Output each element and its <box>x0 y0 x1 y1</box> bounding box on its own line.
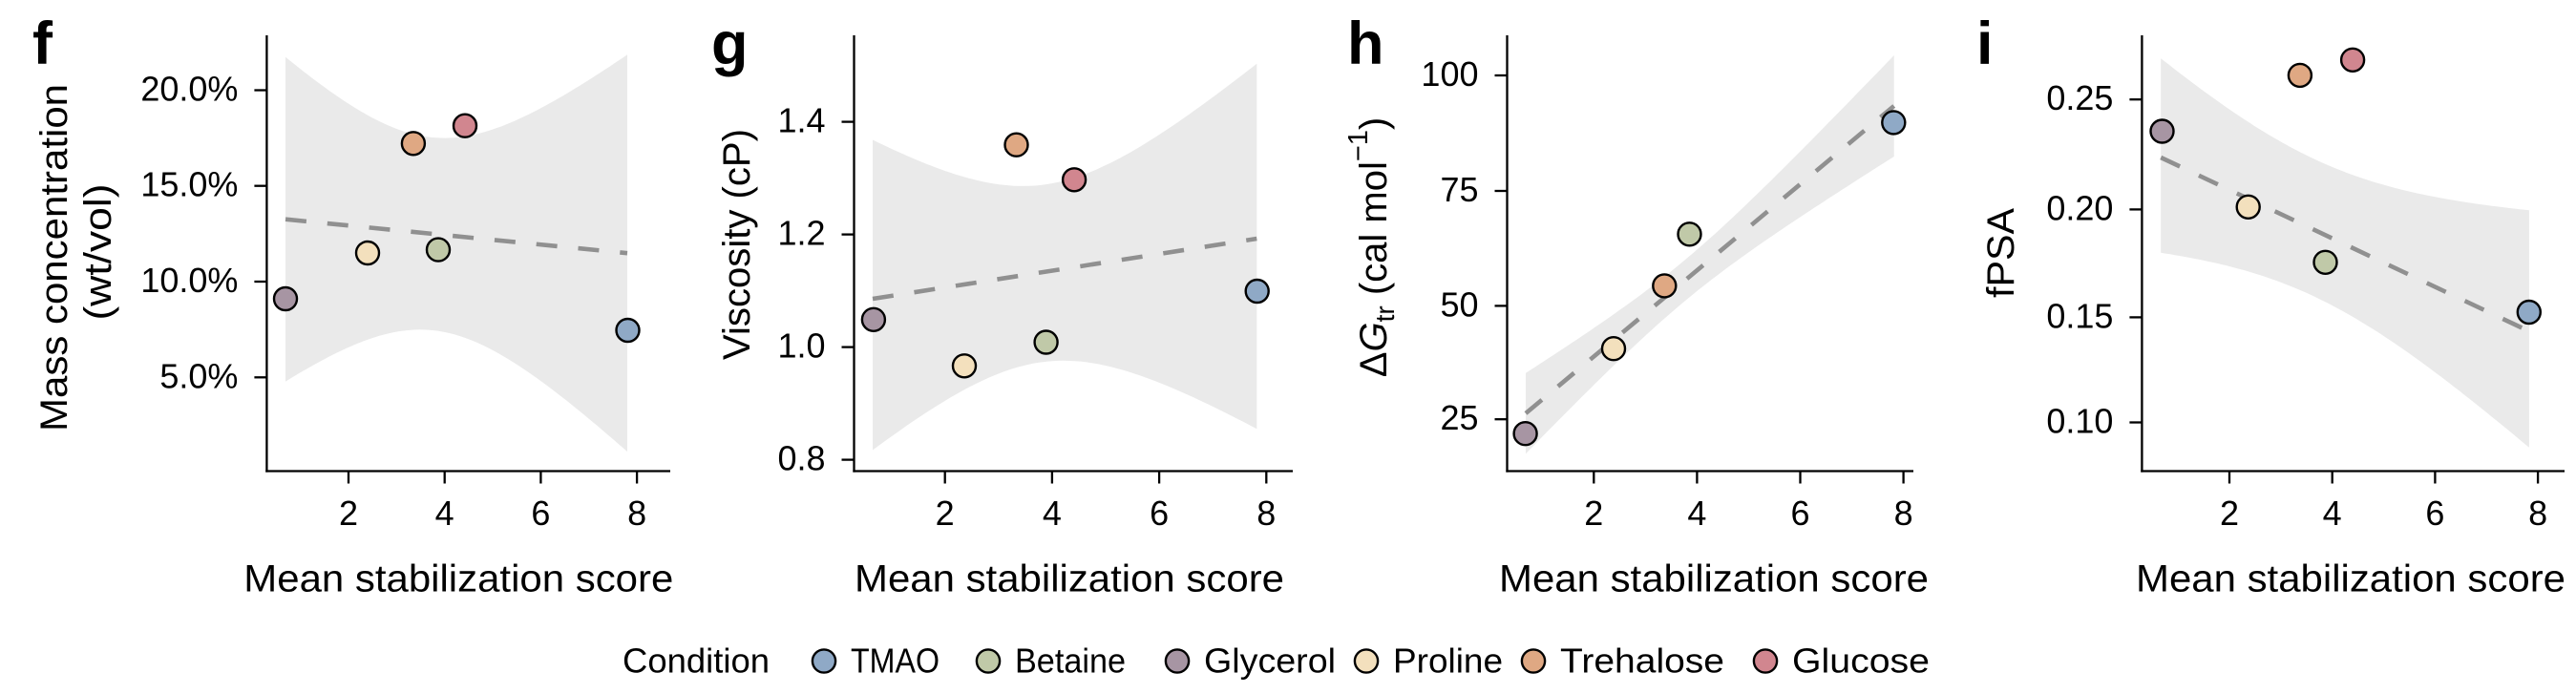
svg-text:5.0%: 5.0% <box>159 356 238 395</box>
svg-text:1.0: 1.0 <box>777 326 825 366</box>
svg-text:25: 25 <box>1440 398 1478 437</box>
svg-text:(wt/vol): (wt/vol) <box>77 184 119 321</box>
svg-text:Proline: Proline <box>1393 641 1503 681</box>
svg-text:Glucose: Glucose <box>1792 641 1930 681</box>
svg-text:8: 8 <box>1894 494 1913 533</box>
svg-text:0.15: 0.15 <box>2046 296 2113 335</box>
svg-text:2: 2 <box>936 494 955 533</box>
svg-text:1.4: 1.4 <box>777 101 825 140</box>
svg-text:50: 50 <box>1440 284 1478 324</box>
svg-text:Condition: Condition <box>623 641 770 681</box>
svg-text:4: 4 <box>435 494 454 533</box>
svg-text:h: h <box>1347 11 1383 77</box>
svg-text:Trehalose: Trehalose <box>1560 641 1724 681</box>
svg-text:0.25: 0.25 <box>2046 78 2113 117</box>
svg-text:fPSA: fPSA <box>1980 208 2022 298</box>
svg-text:1.2: 1.2 <box>777 214 825 253</box>
svg-text:6: 6 <box>531 494 550 533</box>
svg-text:8: 8 <box>627 494 646 533</box>
svg-text:15.0%: 15.0% <box>140 165 238 204</box>
svg-text:6: 6 <box>2425 494 2444 533</box>
svg-text:Mean stabilization score: Mean stabilization score <box>1499 558 1929 600</box>
svg-text:0.10: 0.10 <box>2046 402 2113 441</box>
svg-text:4: 4 <box>2323 494 2342 533</box>
svg-text:2: 2 <box>2220 494 2239 533</box>
svg-text:g: g <box>711 11 748 77</box>
svg-text:Mean stabilization score: Mean stabilization score <box>855 558 1284 600</box>
svg-text:0.8: 0.8 <box>777 439 825 478</box>
svg-text:6: 6 <box>1150 494 1169 533</box>
svg-text:10.0%: 10.0% <box>140 261 238 300</box>
svg-text:20.0%: 20.0% <box>140 70 238 109</box>
svg-text:6: 6 <box>1790 494 1809 533</box>
svg-text:8: 8 <box>2528 494 2547 533</box>
svg-text:Viscosity (cP): Viscosity (cP) <box>716 129 758 360</box>
svg-text:Mean stabilization score: Mean stabilization score <box>243 558 673 600</box>
svg-text:4: 4 <box>1043 494 1062 533</box>
svg-text:Glycerol: Glycerol <box>1204 641 1336 681</box>
svg-text:ΔGtr (cal mol−1): ΔGtr (cal mol−1) <box>1343 117 1400 378</box>
svg-text:2: 2 <box>1584 494 1603 533</box>
svg-text:i: i <box>1976 11 1994 77</box>
svg-text:Betaine: Betaine <box>1015 641 1126 681</box>
svg-text:4: 4 <box>1687 494 1706 533</box>
svg-text:100: 100 <box>1421 54 1478 94</box>
svg-text:TMAO: TMAO <box>851 641 940 681</box>
svg-text:75: 75 <box>1440 170 1478 209</box>
svg-text:8: 8 <box>1256 494 1276 533</box>
svg-text:f: f <box>32 11 53 77</box>
svg-text:Mean stabilization score: Mean stabilization score <box>2136 558 2565 600</box>
svg-text:Mass concentration: Mass concentration <box>33 84 75 431</box>
svg-text:2: 2 <box>339 494 358 533</box>
svg-text:0.20: 0.20 <box>2046 188 2113 227</box>
